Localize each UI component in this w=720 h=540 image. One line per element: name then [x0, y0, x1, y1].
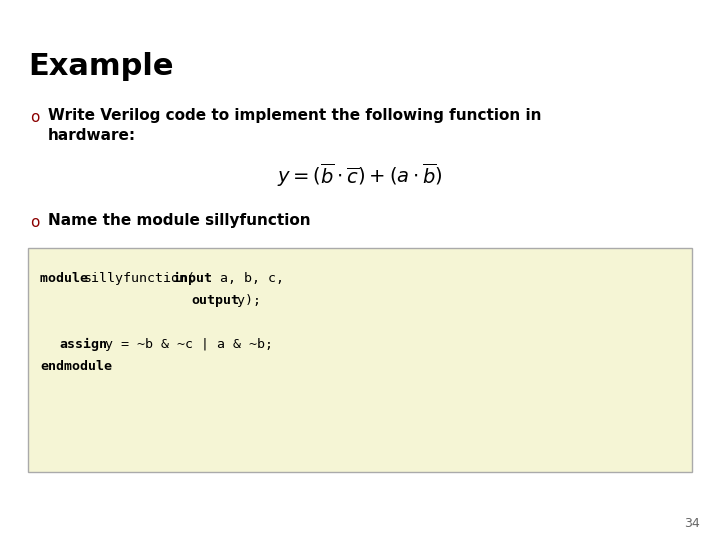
Text: input: input — [172, 272, 212, 285]
Text: hardware:: hardware: — [48, 128, 136, 143]
Text: Write Verilog code to implement the following function in: Write Verilog code to implement the foll… — [48, 108, 541, 123]
Text: o: o — [30, 215, 40, 230]
Text: output: output — [192, 294, 239, 307]
Text: $y = (\overline{b} \cdot \overline{c}) + (a \cdot \overline{b})$: $y = (\overline{b} \cdot \overline{c}) +… — [277, 161, 443, 189]
Text: Name the module sillyfunction: Name the module sillyfunction — [48, 213, 310, 228]
Text: sillyfunction(: sillyfunction( — [84, 272, 196, 285]
Text: Example: Example — [28, 52, 174, 81]
Text: 34: 34 — [684, 517, 700, 530]
Text: o: o — [30, 110, 40, 125]
Text: module: module — [40, 272, 96, 285]
Text: y);: y); — [229, 294, 261, 307]
Text: y = ~b & ~c | a & ~b;: y = ~b & ~c | a & ~b; — [96, 338, 273, 351]
FancyBboxPatch shape — [28, 248, 692, 472]
Text: endmodule: endmodule — [40, 360, 112, 373]
Text: assign: assign — [59, 338, 107, 351]
Text: a, b, c,: a, b, c, — [204, 272, 284, 285]
